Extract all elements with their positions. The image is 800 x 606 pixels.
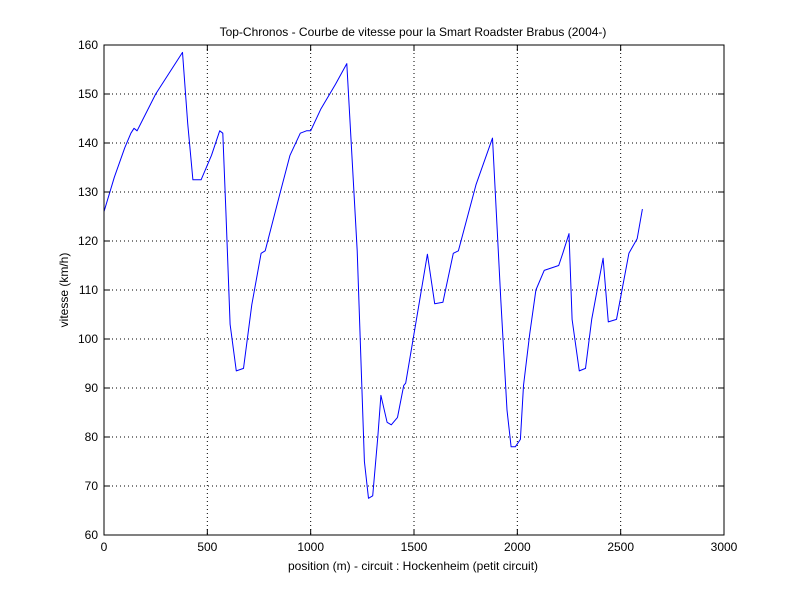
x-tick-label: 3000	[711, 540, 738, 554]
x-tick-label: 0	[101, 540, 108, 554]
y-tick-label: 100	[78, 332, 98, 346]
x-tick-label: 1000	[297, 540, 324, 554]
x-tick-label: 1500	[401, 540, 428, 554]
chart-title: Top-Chronos - Courbe de vitesse pour la …	[220, 25, 607, 39]
x-axis-label: position (m) - circuit : Hockenheim (pet…	[288, 559, 538, 573]
y-axis-label: vitesse (km/h)	[57, 253, 71, 328]
grid	[104, 45, 724, 535]
y-tick-label: 160	[78, 38, 98, 52]
series-lines	[103, 51, 643, 499]
y-tick-label: 150	[78, 87, 98, 101]
y-tick-label: 80	[85, 430, 99, 444]
speed-series-line	[103, 51, 643, 499]
y-tick-label: 90	[85, 381, 99, 395]
y-tick-label: 70	[85, 479, 99, 493]
x-tick-label: 2000	[504, 540, 531, 554]
x-tick-label: 2500	[607, 540, 634, 554]
axis-ticks: 0 500 1000 1500 2000 2500 3000 60 70 80 90 100 110 12…	[78, 38, 738, 554]
y-tick-label: 110	[79, 283, 98, 297]
y-tick-label: 60	[85, 528, 99, 542]
x-tick-label: 500	[197, 540, 217, 554]
y-tick-label: 120	[78, 234, 98, 248]
y-tick-label: 130	[78, 185, 98, 199]
y-tick-label: 140	[78, 136, 98, 150]
